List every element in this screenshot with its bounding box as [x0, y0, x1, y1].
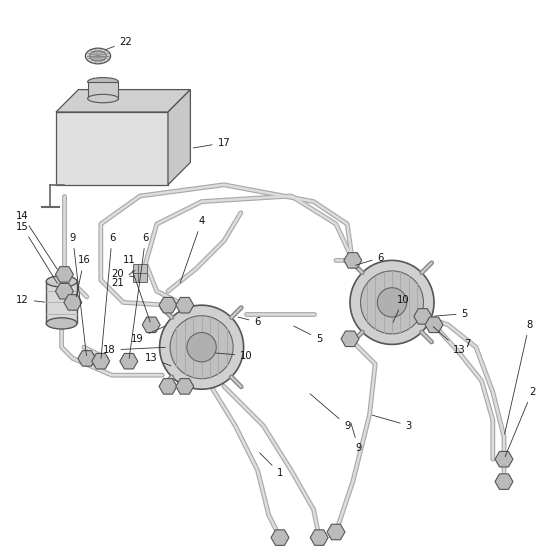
- Text: 11: 11: [123, 255, 150, 322]
- Polygon shape: [327, 524, 345, 540]
- Text: 9: 9: [310, 394, 351, 431]
- Text: 6: 6: [356, 253, 384, 265]
- Text: 14: 14: [16, 211, 57, 269]
- Text: 17: 17: [193, 138, 230, 148]
- Polygon shape: [168, 90, 190, 185]
- Text: 1: 1: [260, 453, 283, 478]
- Text: 9: 9: [351, 423, 362, 453]
- Text: 13: 13: [433, 326, 465, 355]
- Circle shape: [160, 305, 244, 389]
- Polygon shape: [271, 530, 289, 545]
- Text: 5: 5: [293, 326, 323, 344]
- Polygon shape: [159, 379, 177, 394]
- Ellipse shape: [46, 318, 77, 329]
- Bar: [88, 82, 119, 99]
- Circle shape: [350, 260, 434, 344]
- Polygon shape: [55, 267, 73, 282]
- Text: 4: 4: [180, 216, 205, 283]
- Polygon shape: [55, 283, 73, 299]
- Circle shape: [377, 288, 407, 317]
- Text: 5: 5: [434, 309, 468, 319]
- Text: 22: 22: [106, 37, 132, 49]
- Polygon shape: [56, 112, 168, 185]
- Polygon shape: [142, 317, 160, 333]
- Text: 6: 6: [238, 317, 261, 327]
- Polygon shape: [176, 379, 194, 394]
- Polygon shape: [159, 297, 177, 313]
- Text: 12: 12: [16, 295, 45, 305]
- Polygon shape: [425, 317, 443, 333]
- Text: 10: 10: [216, 351, 253, 361]
- Polygon shape: [78, 351, 96, 366]
- Ellipse shape: [88, 95, 119, 103]
- Text: 2: 2: [505, 387, 535, 456]
- Polygon shape: [92, 353, 110, 369]
- Text: 20: 20: [111, 269, 134, 279]
- Bar: [133, 264, 142, 273]
- Text: 21: 21: [111, 270, 135, 288]
- Polygon shape: [495, 451, 513, 467]
- Polygon shape: [344, 253, 362, 268]
- Ellipse shape: [88, 78, 119, 86]
- Text: 3: 3: [372, 415, 412, 431]
- Text: 7: 7: [459, 339, 471, 353]
- Text: 15: 15: [16, 222, 57, 283]
- Circle shape: [361, 271, 423, 334]
- Text: 6: 6: [129, 233, 149, 358]
- Text: 18: 18: [103, 345, 165, 355]
- Circle shape: [170, 316, 233, 379]
- Ellipse shape: [90, 51, 106, 61]
- Ellipse shape: [46, 276, 77, 287]
- Polygon shape: [56, 90, 190, 112]
- Text: 16: 16: [76, 255, 90, 297]
- Bar: [138, 264, 147, 273]
- Text: 9: 9: [69, 233, 86, 356]
- Polygon shape: [495, 474, 513, 489]
- Bar: [46, 282, 77, 324]
- Polygon shape: [64, 295, 82, 310]
- Ellipse shape: [86, 48, 111, 64]
- Polygon shape: [120, 353, 138, 369]
- Polygon shape: [414, 309, 432, 324]
- Text: 10: 10: [393, 295, 409, 322]
- Text: 8: 8: [505, 320, 533, 434]
- Circle shape: [187, 333, 216, 362]
- Text: 13: 13: [145, 353, 171, 366]
- Text: 19: 19: [131, 326, 165, 344]
- Polygon shape: [341, 331, 359, 347]
- Bar: [133, 273, 142, 282]
- Text: 6: 6: [101, 233, 115, 358]
- Polygon shape: [176, 297, 194, 313]
- Polygon shape: [310, 530, 328, 545]
- Bar: [138, 273, 147, 282]
